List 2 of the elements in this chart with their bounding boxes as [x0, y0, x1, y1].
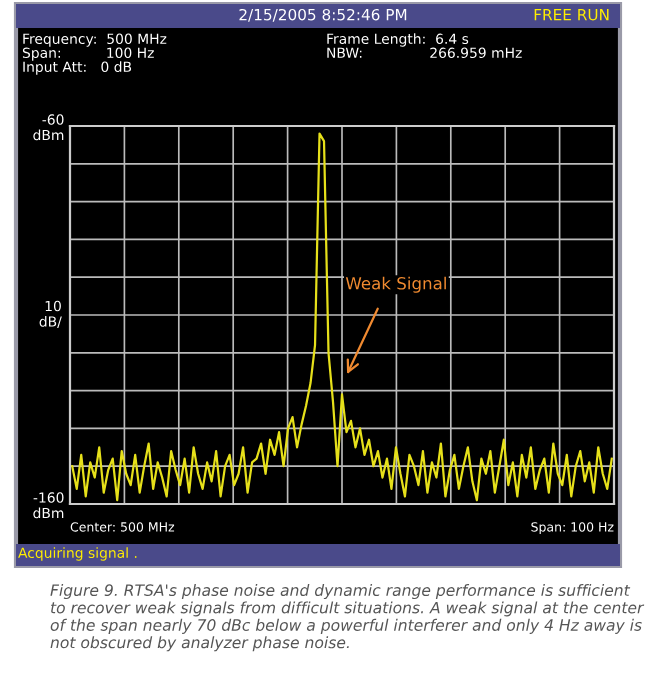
annotation: Weak Signal	[345, 276, 446, 293]
line-series	[71, 132, 613, 502]
